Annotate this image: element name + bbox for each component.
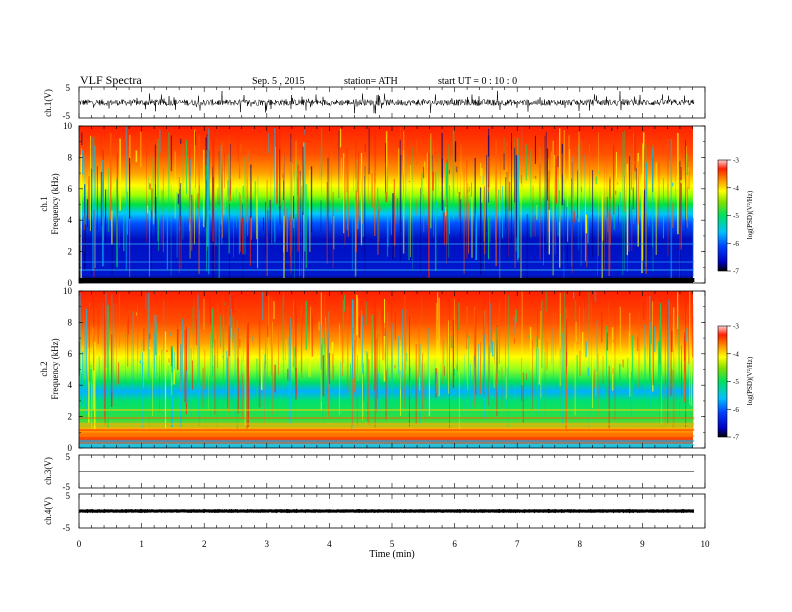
y-tick-label: 4 [68, 380, 73, 390]
colorbar-label: log(PSD)(V²/Hz) [746, 356, 754, 405]
channel-label: ch.1 [39, 196, 49, 211]
y-tick-label: 2 [68, 412, 73, 422]
colorbar-ch1 [717, 159, 728, 272]
panel-ch3-waveform: 5 -5 ch.3(V) [43, 452, 706, 492]
y-axis-label: ch.1(V) [43, 89, 53, 117]
colorbar-tick-label: -6 [733, 240, 739, 248]
y-tick-label: 8 [68, 317, 73, 327]
date-label: Sep. 5 , 2015 [252, 76, 305, 87]
x-axis-label: Time (min) [369, 549, 414, 560]
y-tick-label: -5 [63, 111, 71, 121]
x-ticks [78, 494, 706, 528]
x-tick-label: 2 [202, 539, 207, 549]
colorbar-ticks: -3 -4 -5 -6 -7 [727, 323, 739, 442]
station-label: station= ATH [344, 76, 398, 87]
panel-ch4-waveform: 5 -5 ch.4(V) [43, 491, 706, 533]
colorbar-tick-label: -3 [733, 323, 739, 331]
low-frequency-band [79, 278, 695, 282]
y-tick-label: 4 [68, 215, 73, 225]
colorbar-tick-label: -4 [733, 184, 739, 192]
x-tick-label: 0 [77, 539, 82, 549]
colorbar-tick-label: -7 [733, 434, 739, 442]
ch1-waveform-line [78, 90, 695, 114]
spectrogram-streaks [79, 126, 695, 282]
y-tick-label: 10 [63, 121, 73, 131]
x-tick-label: 5 [390, 539, 395, 549]
y-axis-label: ch.4(V) [43, 497, 53, 525]
y-ticks: 0 2 4 6 8 10 [63, 121, 705, 288]
colorbar-tick-label: -4 [733, 350, 739, 358]
colorbar-tick-label: -6 [733, 406, 739, 414]
x-ticks [78, 455, 706, 488]
colorbar-tick-label: -3 [733, 157, 739, 165]
x-ticks [78, 87, 706, 118]
start-time-label: start UT = 0 : 10 : 0 [438, 76, 517, 87]
spectrogram-streaks [78, 291, 695, 446]
panel-ch1-waveform: 5 -5 ch.1(V) [43, 83, 706, 121]
y-ticks: 0 2 4 6 8 10 [63, 286, 705, 453]
x-tick-labels: 0 1 2 3 4 5 6 7 8 9 10 [77, 539, 710, 549]
y-tick-label: -5 [63, 482, 71, 492]
colorbar-tick-label: -7 [733, 268, 739, 276]
colorbar-tick-label: -5 [733, 212, 739, 220]
y-tick-label: 5 [66, 83, 71, 93]
y-tick-label: 0 [68, 278, 73, 288]
y-axis-label: Frequency (kHz) [50, 173, 60, 234]
x-tick-label: 1 [139, 539, 144, 549]
y-tick-label: -5 [63, 523, 71, 533]
y-tick-label: 5 [66, 491, 71, 501]
colorbar-tick-label: -5 [733, 378, 739, 386]
x-tick-label: 7 [515, 539, 520, 549]
x-ticks [78, 291, 706, 448]
x-tick-label: 8 [578, 539, 583, 549]
y-tick-label: 10 [63, 286, 73, 296]
x-tick-label: 4 [327, 539, 332, 549]
x-tick-label: 3 [265, 539, 270, 549]
y-axis-label: Frequency (kHz) [50, 338, 60, 399]
colorbar-label: log(PSD)(V²/Hz) [746, 190, 754, 239]
ch4-waveform-line [78, 508, 695, 514]
channel-label: ch.2 [39, 361, 49, 376]
colorbar-ticks: -3 -4 -5 -6 -7 [727, 157, 739, 276]
y-tick-label: 6 [68, 184, 73, 194]
x-tick-label: 6 [452, 539, 457, 549]
y-tick-label: 2 [68, 247, 73, 257]
y-tick-label: 8 [68, 152, 73, 162]
x-ticks [78, 126, 706, 283]
y-tick-label: 5 [66, 452, 71, 462]
x-tick-label: 9 [640, 539, 645, 549]
y-tick-label: 0 [68, 443, 73, 453]
colorbar-ch2 [717, 325, 728, 438]
figure-title: VLF Spectra [80, 73, 142, 87]
y-axis-label: ch.3(V) [43, 457, 53, 485]
y-tick-label: 6 [68, 349, 73, 359]
x-tick-label: 10 [701, 539, 711, 549]
